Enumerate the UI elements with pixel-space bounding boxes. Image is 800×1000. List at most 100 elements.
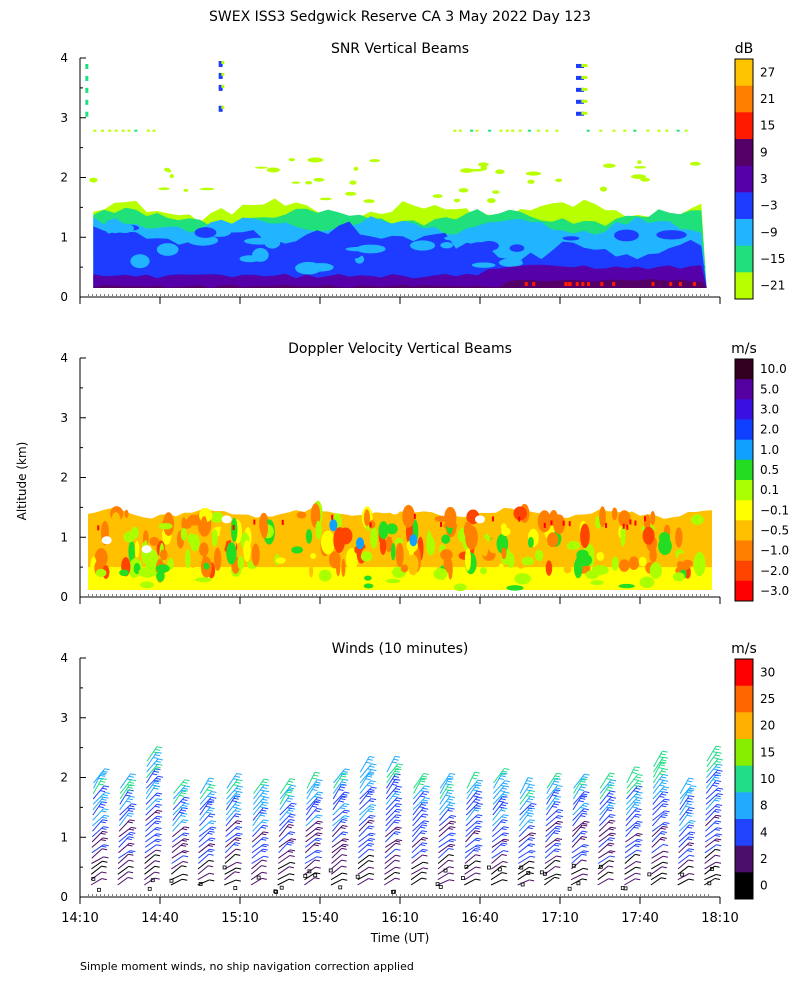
snr-sparse-return (108, 129, 112, 132)
wind-barb (677, 865, 689, 875)
y-tick-label: 2 (60, 171, 68, 185)
snr-sparse-return (121, 129, 125, 132)
velocity-cell (130, 526, 139, 539)
snr-patch (498, 258, 524, 267)
wind-barb-flag (477, 779, 484, 782)
wind-barb-flag (717, 787, 724, 790)
wind-barb-flag (475, 816, 481, 819)
wind-barb-flag (209, 879, 215, 882)
wind-barb-flag (583, 808, 589, 811)
wind-barb-flag (608, 792, 614, 795)
wind-barb-flag (555, 816, 561, 819)
wind-barb-flag (312, 789, 318, 791)
velocity-cell-down (413, 513, 416, 519)
colorbar-swatch (735, 379, 753, 400)
wind-barb-flag (503, 814, 509, 817)
wind-barb-flag (687, 844, 693, 847)
colorbar-unit: dB (735, 41, 754, 57)
wind-barb-flag (475, 793, 481, 795)
wind-barb-flag (338, 800, 344, 803)
wind-barb (437, 872, 450, 881)
wind-barb-flag (584, 791, 590, 794)
wind-barb-flag (156, 844, 162, 847)
wind-barb-flag (715, 760, 721, 763)
wind-barb-flag (287, 807, 293, 810)
wind-barb-flag (340, 786, 346, 789)
wind-barb-flag (634, 845, 640, 848)
wind-barb (490, 865, 502, 875)
wind-barb-flag (610, 790, 616, 793)
wind-barb (386, 756, 396, 773)
velocity-cell (477, 529, 491, 536)
wind-barb-flag (368, 834, 374, 837)
snr-sparse-return (545, 129, 549, 132)
velocity-cell (95, 568, 107, 578)
wind-barb-flag (447, 809, 453, 812)
wind-barb-flag (661, 831, 667, 833)
wind-barb (677, 878, 690, 886)
x-tick-label: 17:10 (541, 911, 578, 926)
wind-barb (357, 878, 369, 886)
wind-barb-flag (527, 838, 533, 841)
wind-barb-flag (608, 871, 614, 874)
wind-barb-flag (286, 812, 292, 814)
wind-barb-flag (233, 784, 239, 787)
wind-profile (597, 772, 617, 886)
wind-profile (197, 777, 217, 886)
x-tick-label: 16:40 (461, 911, 498, 926)
wind-barb-flag (154, 817, 161, 820)
colorbar-label: 2 (760, 852, 768, 866)
wind-barb-flag (208, 822, 214, 825)
wind-barb-flag (581, 851, 587, 854)
calm-marker (497, 867, 502, 872)
wind-barb-flag (500, 798, 506, 801)
wind-barb-flag (501, 804, 507, 807)
wind-barb (117, 859, 129, 870)
wind-barb-flag (716, 751, 722, 754)
wind-barb-flag (690, 831, 696, 834)
wind-barb-flag (99, 801, 105, 804)
wind-barb (226, 773, 238, 789)
wind-barb-flag (421, 871, 427, 874)
wind-barb-flag (207, 809, 213, 812)
wind-barb-flag (555, 866, 561, 868)
wind-barb-flag (582, 873, 588, 876)
wind-barb-flag (635, 834, 641, 837)
wind-barb-flag (580, 807, 586, 809)
wind-barb-flag (582, 776, 588, 779)
wind-barb-flag (236, 820, 243, 823)
wind-barb-flag (154, 865, 160, 868)
wind-barb-flag (424, 797, 430, 800)
wind-barb-flag (341, 775, 347, 778)
wind-barb-flag (688, 777, 694, 780)
wind-barb-flag (392, 773, 399, 776)
wind-barb-flag (661, 872, 668, 875)
wind-barb-flag (635, 840, 641, 843)
wind-barb-flag (421, 877, 427, 880)
velocity-cell (320, 530, 335, 555)
wind-barb-flag (342, 878, 348, 881)
snr-patch (244, 237, 275, 245)
calm-marker (710, 867, 714, 871)
wind-barb (411, 854, 423, 864)
wind-barb-flag (448, 834, 454, 837)
colorbar-label: 27 (760, 65, 775, 79)
wind-barb-flag (661, 776, 667, 779)
wind-barb-flag (555, 848, 561, 851)
wind-barb-flag (234, 822, 241, 825)
wind-barb-flag (658, 767, 664, 770)
snr-strong-cell (575, 282, 579, 287)
snr-patch (345, 246, 371, 252)
snr-sparse-return (127, 129, 131, 132)
wind-barb-flag (209, 793, 215, 796)
wind-barb-flag (368, 816, 374, 819)
wind-barb-flag (236, 861, 242, 864)
calm-marker (313, 873, 318, 878)
velocity-cell (184, 549, 191, 569)
wind-barb-flag (659, 795, 665, 798)
wind-barb-flag (609, 842, 615, 845)
wind-barb-flag (714, 828, 720, 831)
wind-barb-flag (635, 853, 641, 856)
wind-barb-flag (392, 778, 398, 781)
y-tick-label: 2 (60, 771, 68, 785)
